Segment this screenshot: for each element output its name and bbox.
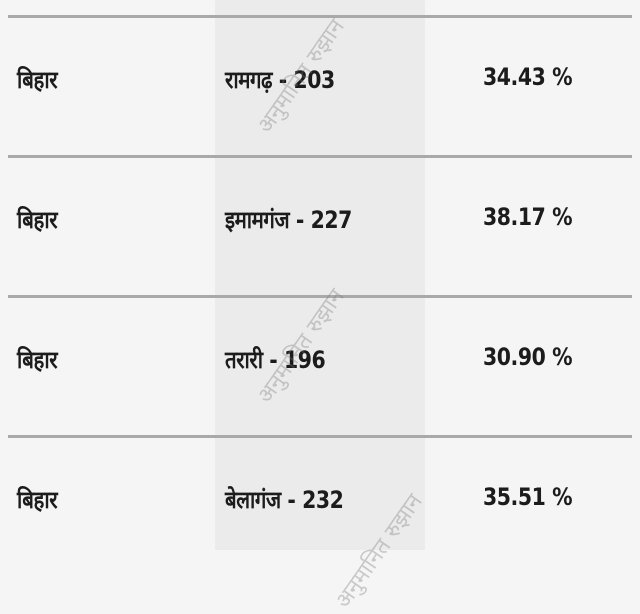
table-row: बिहार रामगढ़ - 203 34.43 % (0, 18, 640, 155)
constituency-cell: रामगढ़ - 203 (225, 66, 335, 94)
state-cell: बिहार (17, 346, 58, 374)
state-cell: बिहार (17, 66, 58, 94)
percent-cell: 38.17 % (483, 203, 573, 231)
row-divider (8, 295, 632, 298)
row-divider (8, 15, 632, 18)
constituency-column-bg (215, 0, 425, 550)
percent-cell: 34.43 % (483, 63, 573, 91)
percent-cell: 30.90 % (483, 343, 573, 371)
row-divider (8, 155, 632, 158)
constituency-cell: तरारी - 196 (225, 346, 326, 374)
constituency-cell: इमामगंज - 227 (225, 206, 352, 234)
table-row: बिहार तरारी - 196 30.90 % (0, 298, 640, 435)
state-cell: बिहार (17, 206, 58, 234)
constituency-cell: बेलागंज - 232 (225, 486, 344, 514)
table-row: बिहार इमामगंज - 227 38.17 % (0, 158, 640, 295)
table-row: बिहार बेलागंज - 232 35.51 % (0, 438, 640, 575)
row-divider (8, 435, 632, 438)
percent-cell: 35.51 % (483, 483, 573, 511)
state-cell: बिहार (17, 486, 58, 514)
